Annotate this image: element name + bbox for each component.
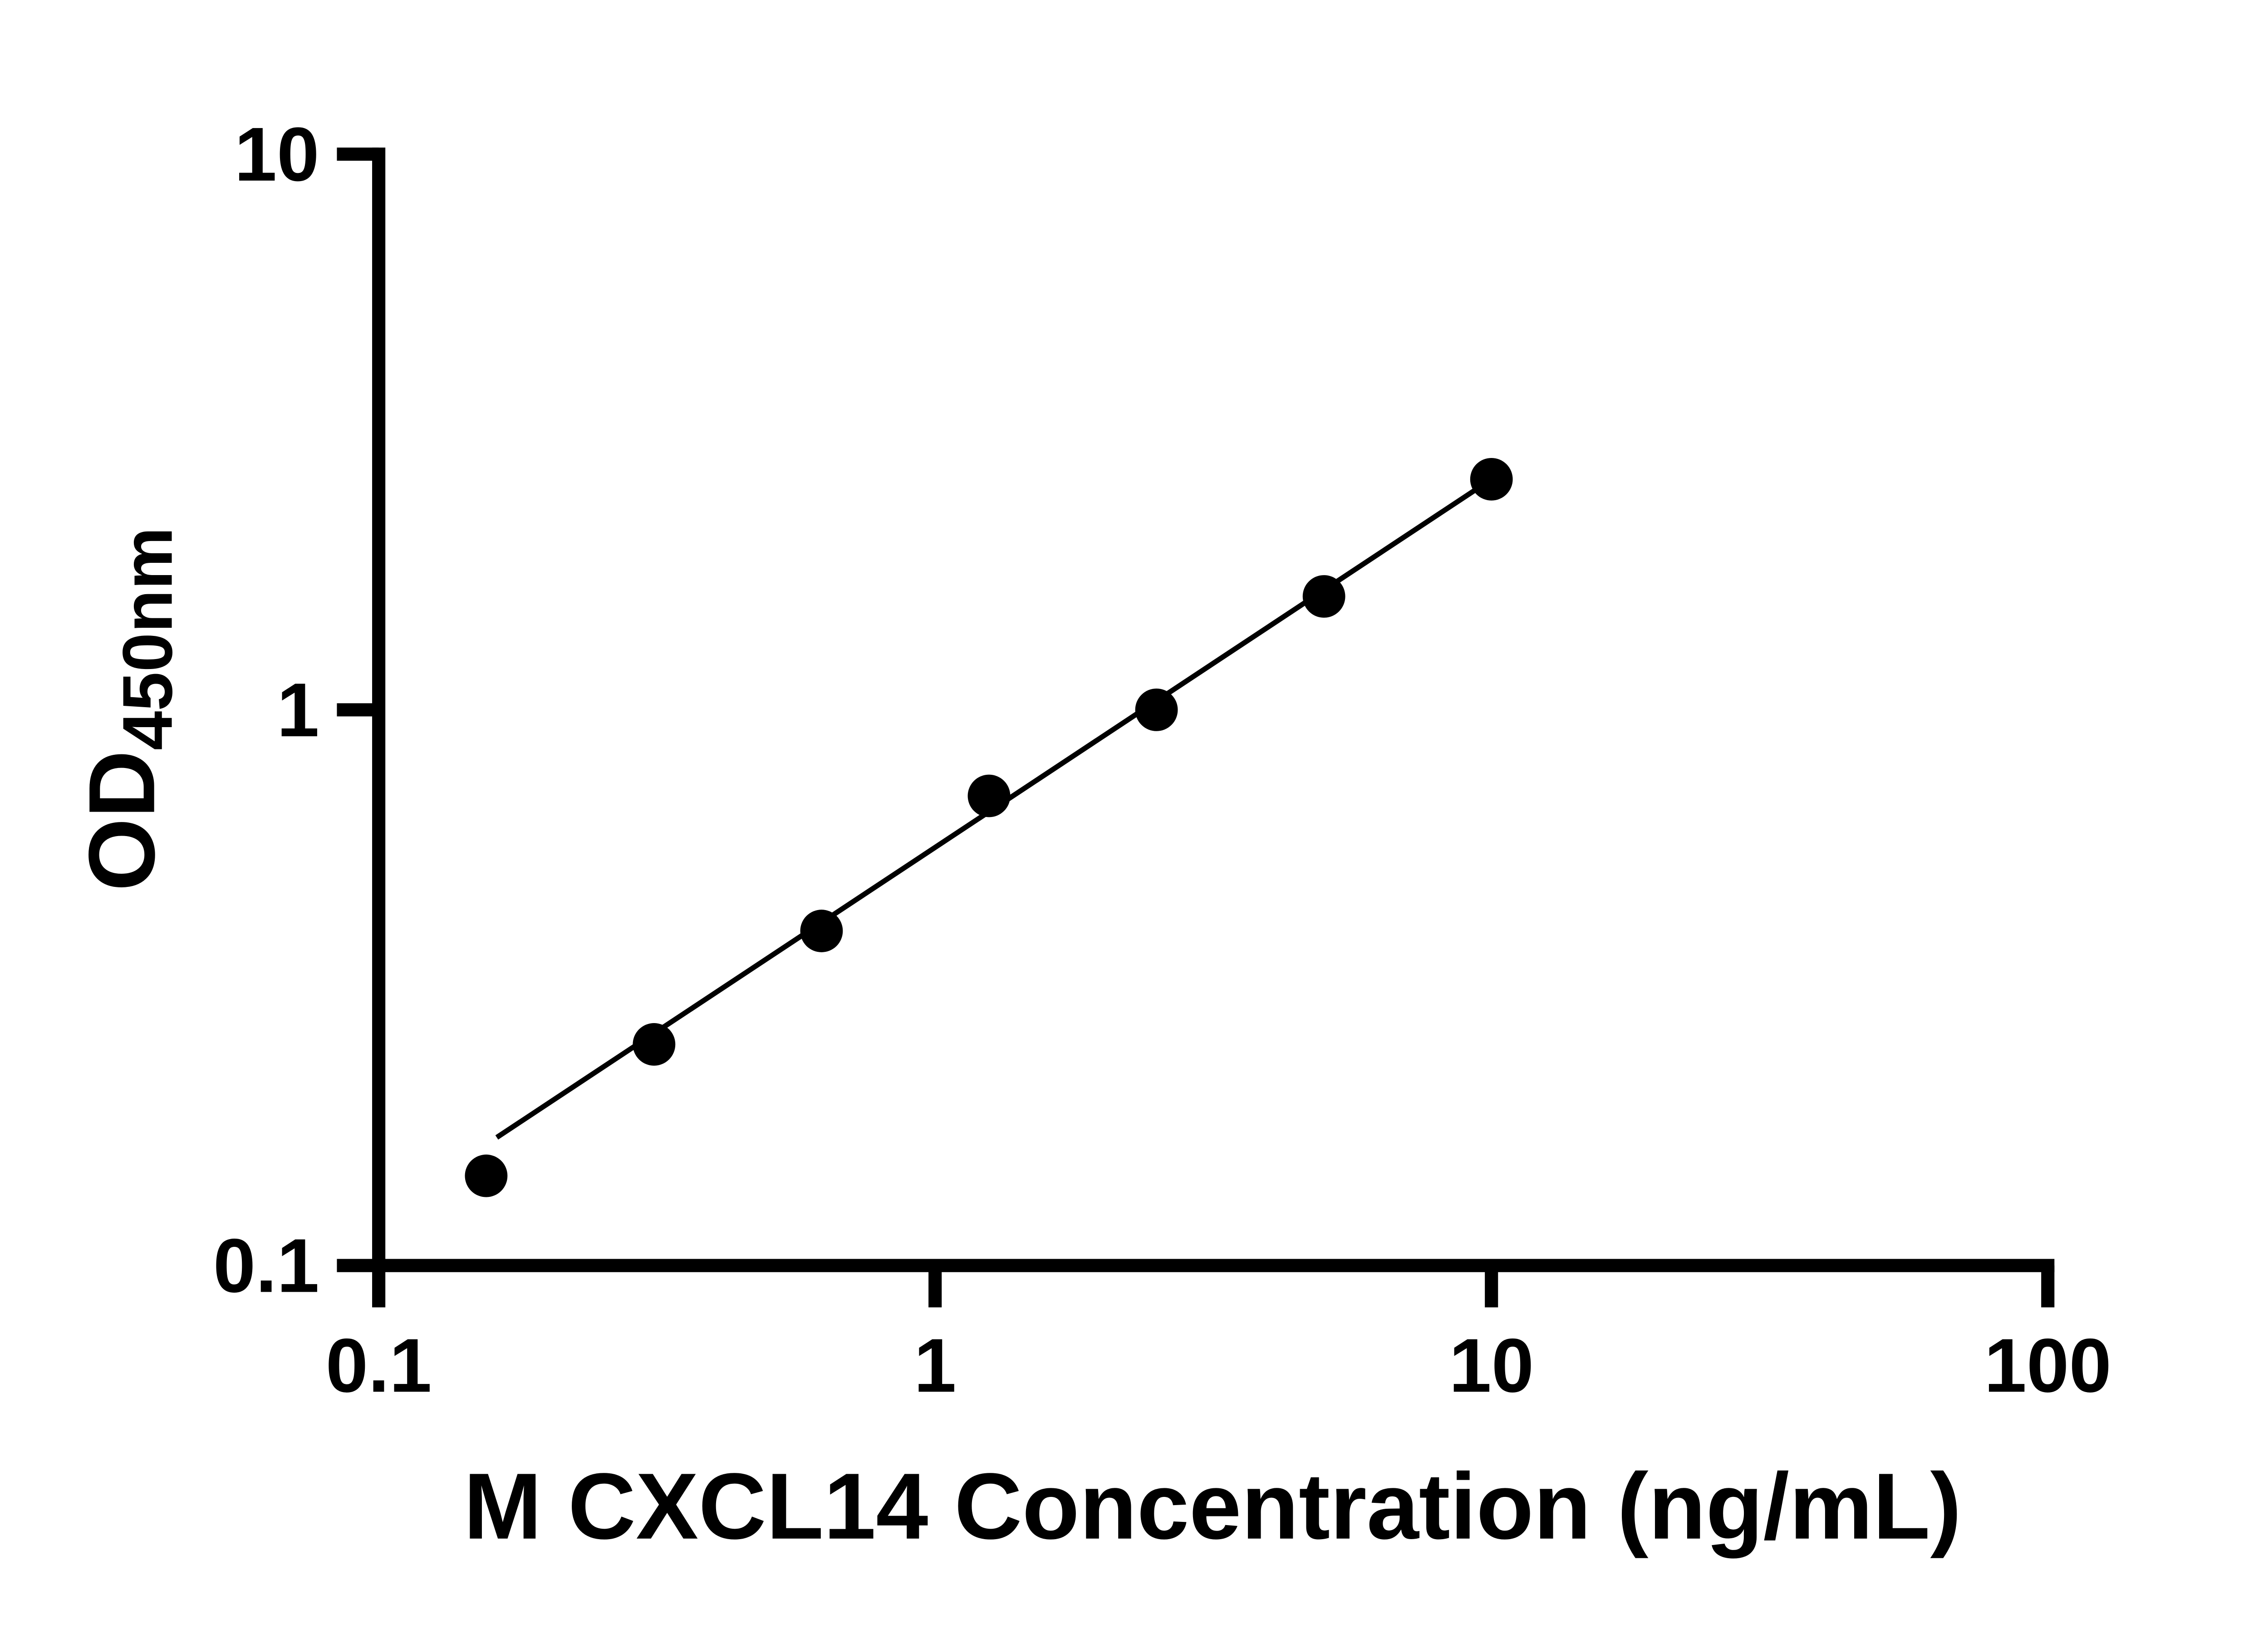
data-point [633, 1023, 676, 1066]
data-point [465, 1154, 508, 1197]
x-axis-tick-label: 10 [1449, 1323, 1534, 1408]
y-axis-title: OD450nm [69, 527, 187, 891]
plot-area: 0.1 1 10 100 0.1 1 10 [213, 112, 2111, 1408]
y-axis-tick-label: 10 [235, 112, 319, 197]
x-axis-title: M CXCL14 Concentration (ng/mL) [464, 1454, 1962, 1559]
x-axis-tick-label: 100 [1984, 1323, 2111, 1408]
data-point [1135, 688, 1178, 731]
y-axis-title-main: OD [69, 750, 174, 891]
data-point [1470, 458, 1513, 501]
data-point [1302, 575, 1345, 618]
data-point [800, 910, 843, 952]
x-axis-tick-label: 1 [914, 1323, 957, 1408]
x-axis-tick-label: 0.1 [326, 1323, 432, 1408]
data-point [967, 774, 1011, 817]
y-axis-tick-label: 1 [277, 667, 319, 753]
y-axis-title-sub: 450nm [108, 527, 187, 750]
y-axis-tick-label: 0.1 [213, 1223, 319, 1308]
